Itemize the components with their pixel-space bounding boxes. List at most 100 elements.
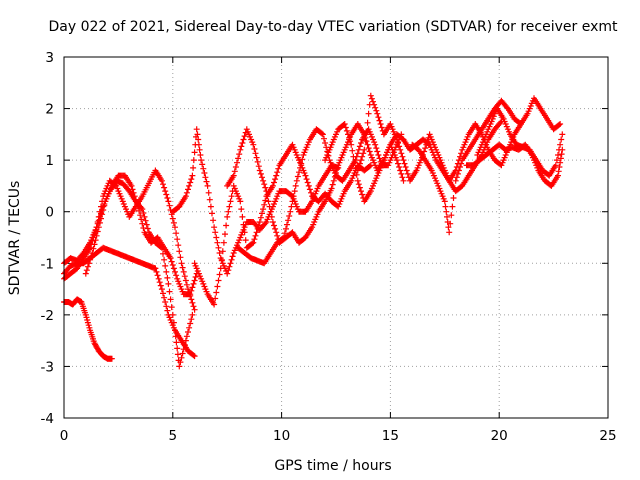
data-point [396, 164, 403, 170]
data-point [94, 228, 101, 235]
y-tick-label: -1 [41, 256, 54, 272]
data-point [552, 162, 559, 169]
data-point [138, 216, 145, 223]
data-point [162, 299, 169, 305]
data-point [257, 170, 264, 177]
data-point [442, 203, 449, 210]
data-point [185, 329, 191, 335]
data-point [170, 265, 177, 272]
data-point [553, 157, 560, 164]
data-point [92, 237, 99, 244]
data-point [241, 133, 248, 140]
data-point [395, 160, 401, 167]
data-point [178, 354, 185, 361]
data-point [279, 235, 286, 242]
data-point [361, 146, 368, 153]
series-track-8 [224, 121, 407, 246]
data-point [168, 258, 175, 265]
series-track-13 [463, 141, 566, 189]
data-point [349, 147, 356, 154]
data-point [397, 167, 404, 174]
data-point [238, 143, 245, 150]
data-point [257, 214, 264, 221]
data-point [557, 141, 564, 148]
data-point [209, 210, 215, 217]
data-point [185, 286, 191, 293]
x-axis-label: GPS time / hours [274, 458, 391, 474]
data-point [190, 303, 197, 310]
data-point [155, 275, 162, 282]
data-point [242, 237, 249, 244]
data-point [365, 110, 372, 117]
data-point [267, 208, 274, 215]
y-tick-label: 0 [45, 205, 54, 221]
data-point [165, 198, 172, 205]
data-point [175, 242, 182, 249]
data-point [187, 179, 194, 186]
data-point [373, 145, 380, 152]
data-point [153, 268, 160, 275]
data-point [306, 186, 313, 193]
data-point [455, 167, 462, 174]
data-point [373, 107, 380, 114]
data-point [187, 320, 194, 327]
data-point [138, 204, 145, 211]
series-track-6 [169, 126, 342, 277]
data-point [253, 154, 260, 161]
data-point [135, 203, 141, 210]
data-point [458, 150, 465, 157]
y-tick-label: -4 [41, 411, 54, 427]
data-point [130, 189, 137, 196]
data-point [328, 185, 335, 192]
data-point [161, 294, 168, 301]
data-point [497, 119, 504, 126]
data-point [98, 215, 104, 222]
data-point [297, 164, 304, 171]
data-point [452, 177, 459, 184]
data-point [108, 355, 115, 362]
data-point [402, 164, 409, 170]
data-point [152, 265, 159, 272]
data-point [225, 208, 232, 215]
data-point [398, 150, 405, 157]
data-point [200, 165, 207, 172]
data-point [199, 161, 206, 168]
data-point [443, 208, 450, 215]
y-tick-label: 3 [45, 50, 54, 66]
data-point [234, 159, 240, 166]
data-point [450, 195, 457, 201]
data-point [99, 211, 106, 218]
data-point [203, 178, 210, 185]
data-point [557, 155, 564, 162]
data-point [163, 191, 170, 198]
data-point [423, 141, 430, 148]
data-point [259, 174, 265, 181]
data-point [266, 203, 273, 210]
chart-title: Day 022 of 2021, Sidereal Day-to-day VTE… [49, 19, 619, 35]
data-point [189, 299, 196, 306]
data-point [88, 253, 95, 260]
data-point [84, 263, 91, 270]
data-point [280, 234, 287, 241]
data-point [86, 260, 92, 267]
grid-lines [64, 57, 608, 418]
data-point [131, 193, 138, 200]
data-point [182, 277, 189, 284]
data-point [160, 250, 166, 257]
data-point [211, 224, 218, 231]
data-point [133, 200, 140, 207]
data-point [214, 239, 221, 246]
x-tick-label: 15 [382, 428, 399, 444]
data-point [397, 146, 404, 153]
series-track-14 [474, 105, 566, 179]
data-point [142, 217, 149, 224]
data-point [299, 156, 306, 163]
data-point [399, 153, 406, 160]
data-point [378, 124, 385, 131]
data-point [240, 136, 247, 143]
data-point [197, 152, 204, 158]
data-point [303, 176, 310, 183]
data-point [143, 221, 150, 228]
